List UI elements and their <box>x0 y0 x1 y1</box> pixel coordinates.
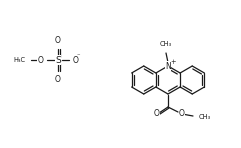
Text: H₃C: H₃C <box>13 57 25 63</box>
Text: O: O <box>73 56 79 65</box>
Text: O: O <box>37 56 43 65</box>
Text: N: N <box>165 62 171 70</box>
Text: O: O <box>55 36 61 45</box>
Text: ⁻: ⁻ <box>77 53 80 59</box>
Text: O: O <box>55 75 61 84</box>
Text: S: S <box>55 56 61 65</box>
Text: CH₃: CH₃ <box>160 41 172 47</box>
Text: CH₃: CH₃ <box>199 114 211 120</box>
Text: O: O <box>154 110 160 119</box>
Text: O: O <box>179 108 185 118</box>
Text: +: + <box>170 58 176 65</box>
